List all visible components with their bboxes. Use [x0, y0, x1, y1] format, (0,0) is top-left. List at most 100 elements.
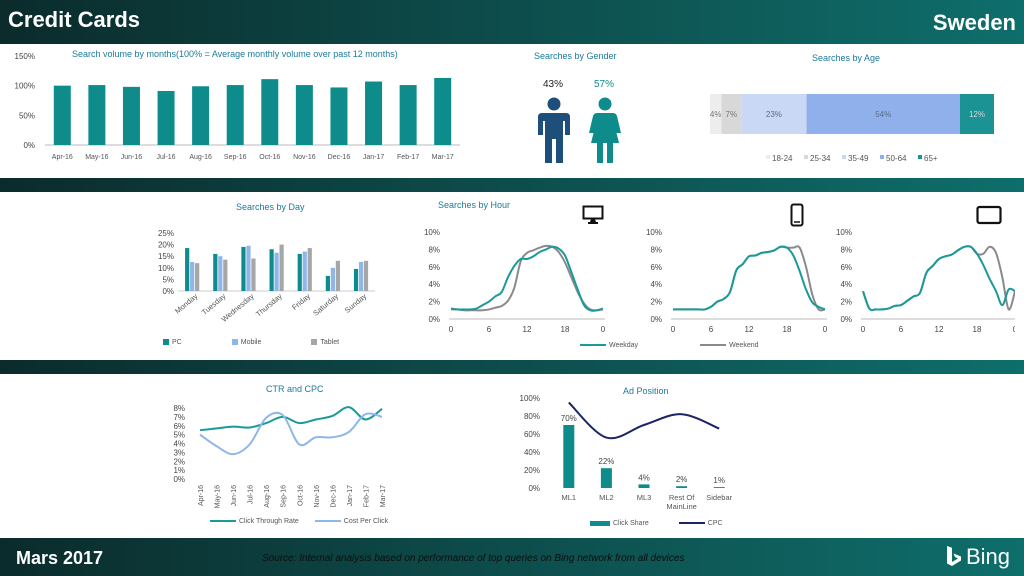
legend-line [580, 344, 606, 347]
bar [330, 267, 335, 291]
bar [269, 249, 274, 291]
x-tick-label: 12 [935, 325, 944, 334]
bar [307, 248, 312, 291]
brand-name: Bing [965, 544, 1010, 569]
bing-logo-icon [946, 546, 961, 566]
y-tick-label: 0% [23, 141, 35, 150]
x-tick-label: 0 [1013, 325, 1015, 334]
legend-label: 25-34 [810, 154, 831, 163]
page-title: Credit Cards [8, 7, 141, 32]
x-tick-label: Apr-16 [198, 485, 205, 506]
y-tick-label: 20% [158, 241, 174, 250]
legend-item: Weekday [580, 342, 638, 349]
y-tick-label: 10% [424, 228, 440, 237]
hour-charts: 0% 2% 4% 6% 8% 10% 0 6 12 18 0 0% 2% 4% 6% 8% 10% 0 6 12 18 0… [424, 228, 1015, 334]
legend-swatch [231, 339, 238, 346]
x-tick-label: Rest Of [669, 493, 695, 502]
day-chart-title: Searches by Day [236, 202, 305, 212]
gender-chart-title: Searches by Gender [534, 51, 617, 61]
legend-label: 50-64 [886, 154, 907, 163]
cpc-line [199, 411, 383, 456]
x-tick-label: 0 [601, 325, 606, 334]
y-tick-label: 8% [840, 245, 852, 254]
legend-swatch [590, 520, 610, 526]
legend-line [210, 520, 236, 523]
bar [330, 87, 348, 145]
bar [246, 245, 251, 291]
ctr-line [199, 406, 383, 432]
bar [325, 275, 330, 291]
bar [88, 85, 106, 145]
bar [53, 85, 71, 145]
weekend-line [450, 244, 604, 312]
legend-label: 18-24 [772, 154, 793, 163]
bar [600, 468, 612, 488]
y-tick-label: 8% [173, 404, 185, 413]
report-date: Mars 2017 [16, 548, 104, 568]
legend-label: 65+ [924, 154, 938, 163]
x-tick-label: Saturday [311, 291, 340, 317]
bar [713, 487, 725, 488]
legend-label: Mobile [240, 339, 262, 346]
legend-label: Cost Per Click [343, 518, 389, 525]
bar [676, 486, 688, 488]
y-tick-label: 2% [650, 298, 662, 307]
x-tick-label: 12 [745, 325, 754, 334]
x-tick-label: Thursday [254, 291, 284, 318]
x-tick-label: 6 [899, 325, 904, 334]
y-tick-label: 0% [162, 287, 174, 296]
y-tick-label: 25% [158, 229, 174, 238]
x-tick-label: Jul-16 [157, 154, 176, 161]
x-tick-label: MainLine [666, 502, 696, 511]
legend-item: Cost Per Click [314, 518, 389, 525]
x-tick-label: Aug-16 [189, 154, 212, 161]
y-tick-label: 20% [524, 466, 540, 475]
x-tick-label: 0 [449, 325, 454, 334]
bar [213, 253, 218, 291]
adpos-legend: Click Share CPC [590, 520, 723, 527]
x-tick-label: 0 [823, 325, 828, 334]
bar [185, 248, 190, 291]
volume-chart: 0% 50% 100% 150% Apr-16 May-16 Jun-16 Jul-16 Aug… [15, 52, 460, 161]
day-legend: PC Mobile Tablet [163, 339, 339, 346]
y-tick-label: 4% [173, 440, 185, 449]
bar [399, 85, 417, 145]
x-tick-label: Sep-16 [281, 485, 288, 508]
adpos-chart-title: Ad Position [623, 386, 669, 396]
x-tick-label: Mar-17 [432, 154, 454, 161]
legend-item: Mobile [231, 339, 262, 346]
x-tick-label: Feb-17 [363, 485, 370, 507]
y-tick-label: 100% [520, 394, 540, 403]
section-divider [0, 178, 1024, 192]
x-tick-label: 12 [523, 325, 532, 334]
legend-swatch [880, 155, 884, 159]
bar [353, 268, 359, 291]
y-tick-label: 0% [428, 315, 440, 324]
legend-swatch [311, 339, 318, 346]
x-tick-label: 6 [487, 325, 492, 334]
legend-item: Weekend [700, 342, 759, 349]
legend-label: Click Through Rate [239, 518, 299, 525]
y-tick-label: 40% [524, 448, 540, 457]
weekend-line [862, 245, 1015, 312]
x-tick-label: Dec-16 [328, 154, 351, 161]
day-chart: 0%5%10%15%20%25%Monday TuesdayWednesdayTh… [158, 229, 375, 324]
data-label: 4% [638, 473, 650, 482]
bar [279, 244, 284, 291]
y-tick-label: 6% [650, 263, 662, 272]
weekday-line [450, 245, 604, 312]
y-tick-label: 4% [650, 280, 662, 289]
legend-line [314, 520, 341, 523]
legend-item: Click Share [590, 520, 649, 527]
bar [241, 246, 246, 291]
legend-line [678, 522, 705, 525]
x-tick-label: Apr-16 [52, 154, 73, 161]
x-tick-label: 6 [709, 325, 714, 334]
footer-bar: Mars 2017 Source: Internal analysis base… [0, 538, 1024, 576]
bar [295, 85, 313, 145]
y-tick-label: 100% [15, 82, 35, 91]
y-tick-label: 4% [840, 280, 852, 289]
y-tick-label: 60% [524, 430, 540, 439]
bar [195, 263, 200, 291]
y-tick-label: 2% [840, 298, 852, 307]
